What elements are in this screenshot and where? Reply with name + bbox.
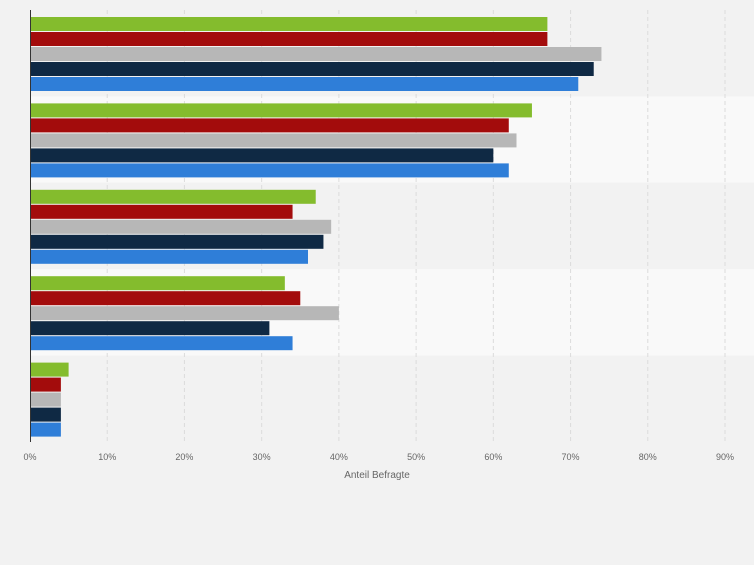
x-tick-label: 80% bbox=[639, 452, 657, 462]
x-tick-label: 70% bbox=[562, 452, 580, 462]
group-band bbox=[30, 355, 754, 442]
x-tick-label: 0% bbox=[23, 452, 36, 462]
bar[interactable] bbox=[30, 234, 324, 249]
x-tick-label: 10% bbox=[98, 452, 116, 462]
bar[interactable] bbox=[30, 47, 602, 61]
bar[interactable] bbox=[30, 204, 293, 219]
bar[interactable] bbox=[30, 133, 517, 148]
bar[interactable] bbox=[30, 148, 494, 163]
x-tick-label: 60% bbox=[484, 452, 502, 462]
bar[interactable] bbox=[30, 32, 548, 46]
x-tick-label: 90% bbox=[716, 452, 734, 462]
bar[interactable] bbox=[30, 377, 61, 392]
bar[interactable] bbox=[30, 77, 579, 91]
x-tick-label: 40% bbox=[330, 452, 348, 462]
bar[interactable] bbox=[30, 62, 594, 76]
bar[interactable] bbox=[30, 163, 509, 178]
bar[interactable] bbox=[30, 249, 308, 264]
bar[interactable] bbox=[30, 17, 548, 31]
bar[interactable] bbox=[30, 321, 270, 336]
bar[interactable] bbox=[30, 422, 61, 437]
x-tick-label: 30% bbox=[253, 452, 271, 462]
bars bbox=[30, 17, 602, 437]
x-axis: 0% 10% 20% 30% 40% 50% 60% 70% 80% 90% bbox=[23, 10, 734, 462]
x-tick-label: 50% bbox=[407, 452, 425, 462]
bar[interactable] bbox=[30, 362, 69, 377]
bar[interactable] bbox=[30, 291, 301, 306]
bar[interactable] bbox=[30, 392, 61, 407]
bar[interactable] bbox=[30, 276, 285, 291]
bar[interactable] bbox=[30, 118, 509, 133]
x-tick-label: 20% bbox=[175, 452, 193, 462]
bar[interactable] bbox=[30, 306, 339, 321]
bar[interactable] bbox=[30, 103, 532, 118]
bar[interactable] bbox=[30, 407, 61, 422]
bar[interactable] bbox=[30, 189, 316, 204]
bar[interactable] bbox=[30, 336, 293, 351]
bar[interactable] bbox=[30, 219, 332, 234]
x-axis-label: Anteil Befragte bbox=[344, 470, 410, 481]
